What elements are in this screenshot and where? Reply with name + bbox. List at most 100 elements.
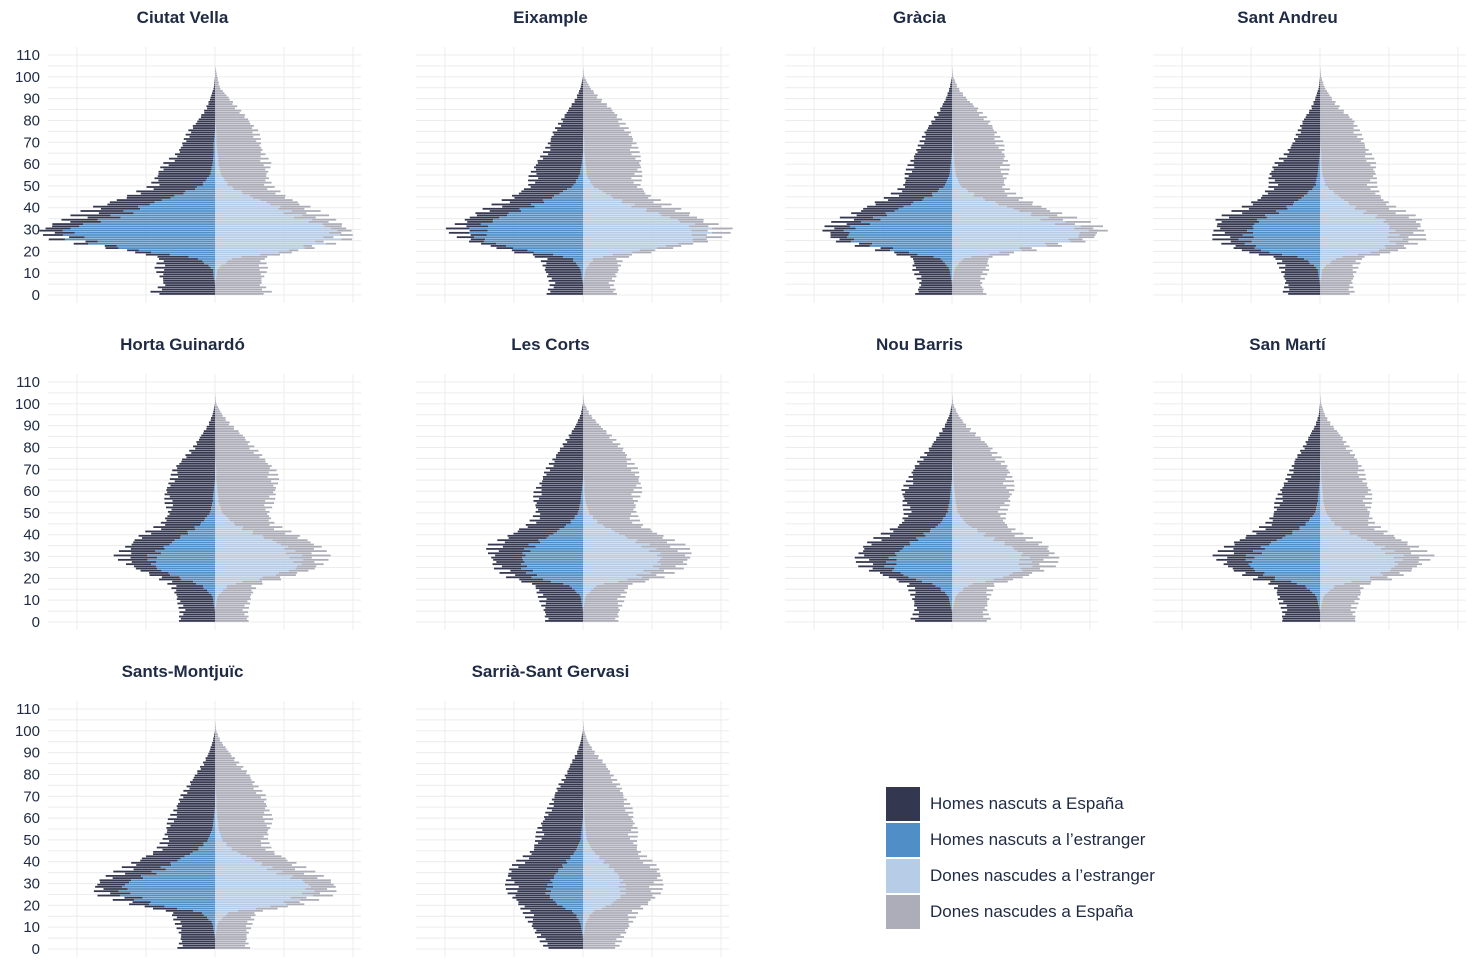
bar-homes-espana	[894, 252, 909, 254]
bar-dones-estranger	[583, 552, 660, 554]
bar-dones-estranger	[583, 169, 586, 171]
bar-homes-estranger	[579, 842, 583, 844]
bar-dones-estranger	[952, 596, 955, 598]
bar-homes-espana	[927, 454, 952, 456]
bar-dones-estranger	[583, 583, 604, 585]
bar-dones-espana	[1321, 164, 1370, 166]
bar-homes-espana	[1227, 557, 1255, 559]
bar-dones-estranger	[952, 160, 954, 162]
bar-homes-estranger	[209, 592, 215, 594]
bar-dones-espana	[584, 142, 636, 144]
bar-dones-estranger	[583, 600, 585, 602]
bar-homes-espana	[558, 123, 583, 125]
bar-homes-espana	[875, 201, 914, 203]
panel-sarria-sant-gervasi: Sarrià-Sant Gervasi	[368, 654, 733, 972]
bar-homes-espana	[209, 424, 215, 426]
bar-dones-estranger	[215, 550, 295, 552]
bar-homes-estranger	[950, 603, 952, 605]
bar-dones-espana	[225, 180, 266, 182]
bar-homes-estranger	[941, 587, 952, 589]
bar-homes-espana	[183, 605, 214, 607]
bar-dones-estranger	[583, 847, 591, 849]
bar-dones-estranger	[583, 895, 620, 897]
bar-homes-espana	[61, 219, 97, 221]
bar-homes-espana	[919, 616, 952, 618]
bar-dones-estranger	[215, 522, 234, 524]
bar-dones-estranger	[952, 496, 955, 498]
bar-dones-estranger	[1320, 173, 1322, 175]
bar-homes-espana	[145, 906, 165, 908]
bar-dones-espana	[305, 888, 327, 890]
bar-homes-espana	[864, 555, 896, 557]
bar-homes-espana	[569, 435, 583, 437]
bar-dones-espana	[584, 932, 626, 934]
bar-homes-espana	[545, 620, 583, 622]
bar-dones-espana	[1321, 280, 1352, 282]
bar-dones-espana	[605, 906, 640, 908]
bar-dones-estranger	[583, 269, 585, 271]
bar-dones-espana	[1386, 247, 1406, 249]
bar-homes-estranger	[873, 217, 952, 219]
bar-homes-estranger	[1253, 228, 1320, 230]
y-tick-label: 20	[23, 897, 40, 914]
bar-dones-espana	[583, 402, 584, 404]
bar-homes-espana	[170, 496, 214, 498]
bar-dones-estranger	[215, 927, 217, 929]
bar-homes-estranger	[949, 267, 952, 269]
bar-dones-estranger	[1320, 576, 1370, 578]
bar-homes-espana	[581, 411, 583, 413]
bar-dones-espana	[953, 476, 1012, 478]
bar-homes-espana	[135, 539, 175, 541]
bar-dones-espana	[583, 757, 598, 759]
bar-dones-espana	[216, 934, 247, 936]
bar-dones-espana	[959, 592, 987, 594]
bar-dones-espana	[586, 173, 634, 175]
bar-dones-espana	[586, 164, 641, 166]
bar-dones-estranger	[1320, 568, 1391, 570]
bar-dones-espana	[216, 469, 276, 471]
bar-dones-espana	[217, 923, 252, 925]
bar-homes-espana	[177, 812, 215, 814]
bar-homes-espana	[206, 428, 215, 430]
bar-homes-espana	[1315, 99, 1320, 101]
bar-dones-espana	[1023, 552, 1055, 554]
bar-dones-espana	[216, 472, 269, 474]
bar-dones-espana	[1390, 225, 1421, 227]
bar-dones-espana	[1375, 544, 1407, 546]
bar-homes-espana	[951, 81, 952, 83]
bar-homes-estranger	[870, 245, 952, 247]
bar-dones-estranger	[583, 844, 590, 846]
bar-dones-estranger	[583, 217, 670, 219]
bar-dones-estranger	[215, 853, 241, 855]
bar-dones-espana	[952, 419, 962, 421]
bar-homes-espana	[919, 291, 952, 293]
bar-dones-espana	[613, 254, 632, 256]
bar-dones-espana	[1021, 555, 1049, 557]
bar-dones-espana	[1399, 234, 1425, 236]
bar-dones-estranger	[583, 493, 584, 495]
bar-dones-espana	[1320, 121, 1355, 123]
bar-homes-espana	[1319, 415, 1320, 417]
bar-homes-estranger	[1246, 555, 1320, 557]
bar-dones-espana	[662, 557, 691, 559]
bar-dones-espana	[1320, 613, 1353, 615]
bar-dones-espana	[583, 99, 602, 101]
bar-homes-espana	[924, 132, 952, 134]
bar-dones-estranger	[952, 559, 1020, 561]
bar-dones-espana	[583, 443, 620, 445]
bar-homes-espana	[161, 528, 195, 530]
bar-homes-espana	[893, 531, 930, 533]
bar-homes-estranger	[946, 182, 952, 184]
bar-homes-espana	[1313, 101, 1320, 103]
bar-homes-espana	[546, 267, 580, 269]
bar-dones-espana	[584, 485, 636, 487]
bar-homes-estranger	[930, 531, 952, 533]
bar-dones-estranger	[583, 280, 584, 282]
bar-dones-espana	[594, 587, 628, 589]
bar-dones-estranger	[215, 195, 250, 197]
bar-dones-estranger	[583, 210, 646, 212]
bar-dones-estranger	[1320, 162, 1321, 164]
bar-dones-espana	[241, 256, 267, 258]
bar-homes-espana	[1269, 182, 1316, 184]
bar-dones-estranger	[583, 504, 587, 506]
